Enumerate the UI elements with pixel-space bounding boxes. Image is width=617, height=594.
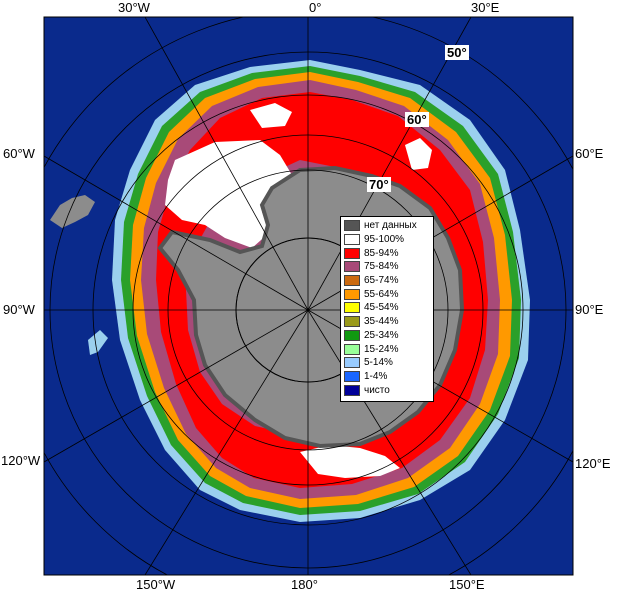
ice-fast-weddell-north bbox=[250, 103, 292, 128]
ice-fast-ross bbox=[300, 445, 400, 478]
lon-label-180: 180° bbox=[291, 577, 318, 592]
legend-item: чисто bbox=[344, 383, 430, 397]
lon-label-90w: 90°W bbox=[3, 302, 35, 317]
legend-item: 5-14% bbox=[344, 356, 430, 370]
legend-swatch bbox=[344, 234, 360, 246]
legend-label: 85-94% bbox=[364, 247, 399, 259]
legend-label: 65-74% bbox=[364, 275, 399, 287]
legend-label: 5-14% bbox=[364, 357, 393, 369]
graticule bbox=[44, 17, 573, 575]
lon-label-120w: 120°W bbox=[1, 453, 41, 468]
legend-label: 45-54% bbox=[364, 302, 399, 314]
lon-label-30e: 30°E bbox=[471, 0, 500, 15]
legend-swatch bbox=[344, 302, 360, 314]
lat-label-70: 70° bbox=[367, 177, 391, 192]
legend-swatch bbox=[344, 220, 360, 232]
legend-label: 75-84% bbox=[364, 261, 399, 273]
legend-label: чисто bbox=[364, 384, 390, 396]
legend-label: 1-4% bbox=[364, 370, 388, 382]
legend-label: нет данных bbox=[364, 220, 417, 232]
ice-fast-east bbox=[405, 138, 432, 170]
lon-label-120e: 120°E bbox=[575, 456, 611, 471]
legend: нет данных 95-100% 85-94% 75-84% 65-74% 55-64… bbox=[340, 216, 434, 402]
map-frame bbox=[43, 16, 574, 576]
floe-patch-west bbox=[88, 330, 108, 355]
legend-swatch bbox=[344, 343, 360, 355]
legend-item: 1-4% bbox=[344, 370, 430, 384]
legend-swatch bbox=[344, 329, 360, 341]
no-data-rim bbox=[157, 165, 465, 449]
lon-label-90e: 90°E bbox=[575, 302, 604, 317]
legend-item: 35-44% bbox=[344, 315, 430, 329]
lat-label-60: 60° bbox=[405, 112, 429, 127]
legend-item: нет данных bbox=[344, 219, 430, 233]
legend-item: 75-84% bbox=[344, 260, 430, 274]
legend-label: 95-100% bbox=[364, 234, 405, 246]
legend-label: 25-34% bbox=[364, 329, 399, 341]
legend-swatch bbox=[344, 316, 360, 328]
legend-item: 85-94% bbox=[344, 246, 430, 260]
legend-item: 25-34% bbox=[344, 329, 430, 343]
lon-label-150e: 150°E bbox=[449, 577, 485, 592]
legend-item: 15-24% bbox=[344, 342, 430, 356]
lon-label-60e: 60°E bbox=[575, 146, 604, 161]
legend-swatch bbox=[344, 384, 360, 396]
legend-item: 95-100% bbox=[344, 233, 430, 247]
lon-label-0: 0° bbox=[309, 0, 322, 15]
lon-label-30w: 30°W bbox=[118, 0, 150, 15]
legend-swatch bbox=[344, 247, 360, 259]
ice-fast-weddell bbox=[165, 140, 292, 248]
legend-item: 65-74% bbox=[344, 274, 430, 288]
south-america-tip bbox=[50, 195, 95, 228]
lon-label-60w: 60°W bbox=[3, 146, 35, 161]
legend-swatch bbox=[344, 261, 360, 273]
legend-swatch bbox=[344, 357, 360, 369]
legend-label: 55-64% bbox=[364, 288, 399, 300]
legend-item: 45-54% bbox=[344, 301, 430, 315]
legend-label: 15-24% bbox=[364, 343, 399, 355]
legend-label: 35-44% bbox=[364, 316, 399, 328]
legend-swatch bbox=[344, 370, 360, 382]
legend-swatch bbox=[344, 275, 360, 287]
legend-swatch bbox=[344, 288, 360, 300]
lon-label-150w: 150°W bbox=[136, 577, 176, 592]
lat-label-50: 50° bbox=[445, 45, 469, 60]
legend-item: 55-64% bbox=[344, 287, 430, 301]
